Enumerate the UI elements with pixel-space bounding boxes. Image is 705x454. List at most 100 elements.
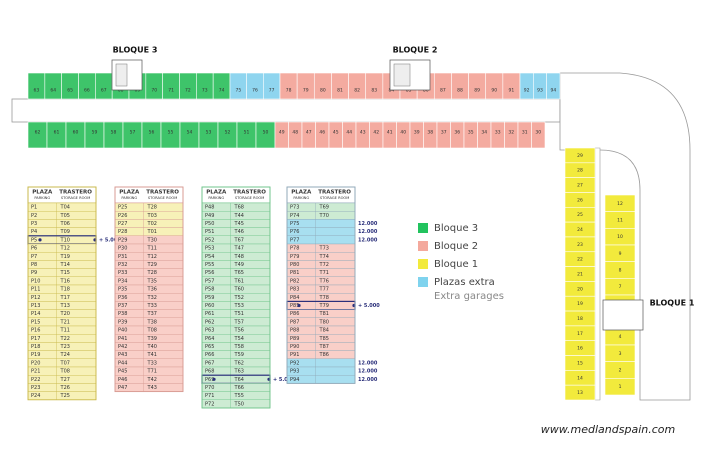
- spot-number: 3: [619, 351, 622, 357]
- spot-number: 34: [481, 130, 487, 136]
- cell: T47: [234, 246, 244, 252]
- cell: P80: [290, 262, 299, 268]
- cell: T78: [319, 295, 329, 301]
- cell: T80: [319, 319, 329, 325]
- cell: P85: [290, 303, 299, 309]
- cell: P94: [290, 377, 299, 383]
- header-text: PLAZA: [119, 190, 140, 196]
- spot-number: 71: [168, 88, 174, 94]
- spot-number: 83: [371, 88, 377, 94]
- spot-number: 54: [187, 130, 193, 136]
- parking-spot: [485, 72, 504, 100]
- cell: P74: [290, 213, 299, 219]
- cell: P22: [31, 377, 40, 383]
- legend-label: Plazas extra: [434, 277, 495, 288]
- cell: P75: [290, 221, 299, 227]
- spot-number: 33: [495, 130, 501, 136]
- cell: P66: [205, 352, 214, 358]
- cell: P34: [118, 278, 127, 284]
- cell: P53: [205, 246, 214, 252]
- parking-spot: [533, 72, 547, 100]
- spot-number: 52: [225, 130, 231, 136]
- cell: T86: [319, 352, 329, 358]
- spot-number: 75: [235, 88, 241, 94]
- spot-number: 88: [457, 88, 463, 94]
- cell: P67: [205, 360, 214, 366]
- cell: T71: [319, 270, 329, 276]
- cell: T35: [147, 278, 157, 284]
- spot-number: 26: [577, 197, 583, 203]
- spot-number: 61: [54, 130, 60, 136]
- cell: P57: [205, 278, 214, 284]
- corridor: [594, 147, 601, 401]
- legend-swatch: [418, 223, 428, 233]
- cell: P7: [31, 254, 37, 260]
- spot-number: 91: [509, 88, 515, 94]
- spot-number: 12: [617, 201, 623, 207]
- cell: T07: [60, 360, 70, 366]
- block-label: BLOQUE 2: [393, 46, 438, 55]
- extra-price: 12.000: [358, 237, 378, 243]
- spot-number: 47: [306, 130, 312, 136]
- spot-number: 69: [135, 88, 141, 94]
- cell: P21: [31, 369, 40, 375]
- cell: T44: [234, 213, 244, 219]
- parking-spot: [604, 378, 636, 396]
- highlight-dot: [212, 377, 216, 381]
- spot-number: 85: [406, 88, 412, 94]
- cell: P48: [205, 205, 214, 211]
- parking-spot: [531, 121, 546, 149]
- cell: P73: [290, 205, 299, 211]
- cell: T03: [147, 213, 157, 219]
- cell: P87: [290, 319, 299, 325]
- spot-number: 20: [577, 286, 583, 292]
- cell: P10: [31, 278, 40, 284]
- cell: P9: [31, 270, 37, 276]
- cell: P31: [118, 254, 127, 260]
- spot-number: 93: [537, 88, 543, 94]
- cell: T32: [147, 295, 157, 301]
- spot-number: 17: [577, 331, 583, 337]
- legend-label: Bloque 3: [434, 223, 478, 234]
- parking-spot: [502, 72, 521, 100]
- table-border: [286, 186, 356, 384]
- table-border: [201, 186, 271, 409]
- cell: T46: [234, 229, 244, 235]
- spot-number: 8: [619, 268, 622, 274]
- spot-number: 82: [354, 88, 360, 94]
- cell: P82: [290, 278, 299, 284]
- cell: T68: [234, 205, 244, 211]
- cell: P76: [290, 229, 299, 235]
- spot-number: 57: [130, 130, 136, 136]
- spot-number: 86: [423, 88, 429, 94]
- block-label: BLOQUE 3: [113, 46, 158, 55]
- extra-price: 12.000: [358, 369, 378, 375]
- cell: T09: [60, 229, 70, 235]
- spot-number: 14: [577, 375, 583, 381]
- spot-number: 89: [474, 88, 480, 94]
- cell: P20: [31, 360, 40, 366]
- spot-number: 48: [292, 130, 298, 136]
- cell: T42: [147, 377, 157, 383]
- cell: P39: [118, 319, 127, 325]
- parking-spot: [331, 72, 349, 100]
- spot-number: 38: [427, 130, 433, 136]
- parking-spot: [365, 72, 384, 100]
- cell: P11: [31, 287, 40, 293]
- cell: T05: [60, 213, 70, 219]
- cell: T85: [319, 336, 329, 342]
- cell: T56: [234, 328, 244, 334]
- spot-number: 74: [219, 88, 225, 94]
- spot-number: 84: [389, 88, 395, 94]
- cell: T55: [234, 393, 244, 399]
- cell: T77: [319, 287, 329, 293]
- cell: T25: [60, 393, 70, 399]
- cell: P72: [205, 401, 214, 407]
- spot-number: 51: [244, 130, 250, 136]
- cell: P68: [205, 369, 214, 375]
- cell: P3: [31, 221, 37, 227]
- header-text: TRASTERO: [233, 190, 266, 196]
- cell: P29: [118, 237, 127, 243]
- cell: P64: [205, 336, 214, 342]
- spot-number: 37: [441, 130, 447, 136]
